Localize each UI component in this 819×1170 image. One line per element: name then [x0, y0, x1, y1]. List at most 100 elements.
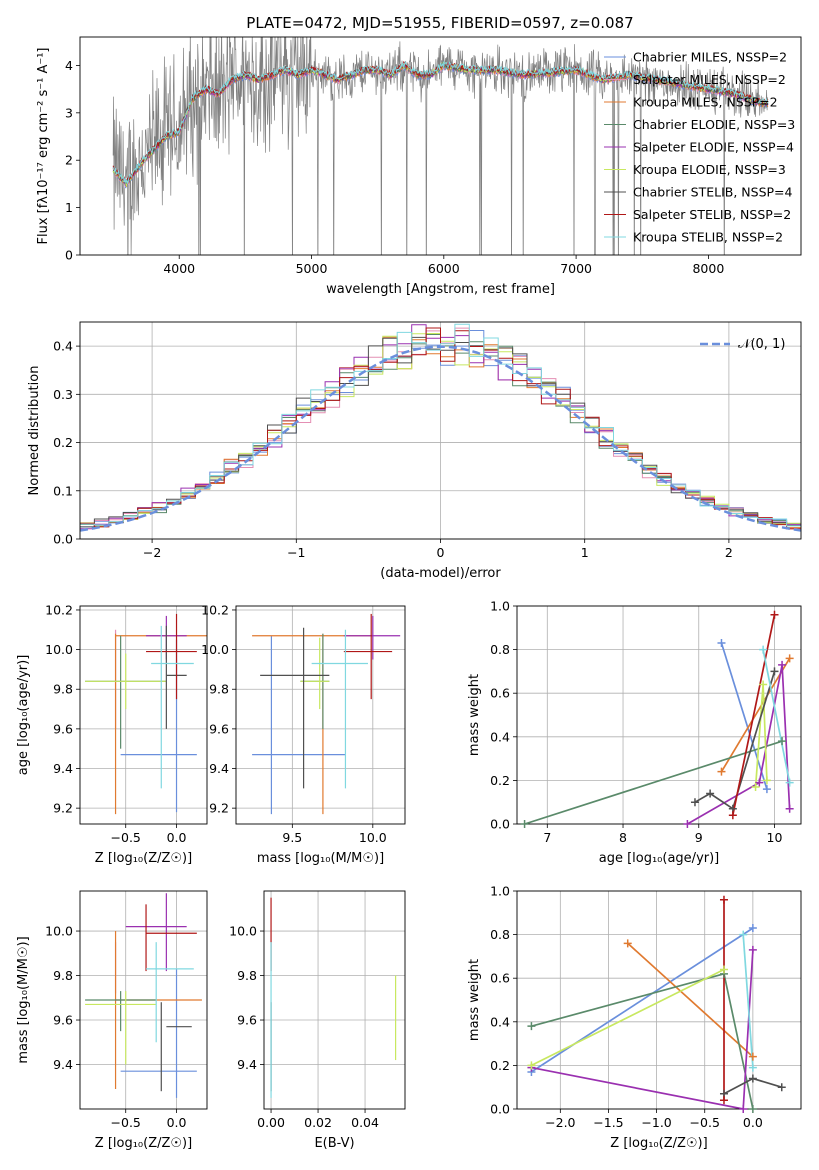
x-tick-label: −1.5	[593, 1115, 623, 1130]
x-tick-label: 0.0	[167, 830, 187, 845]
y-axis-label: mass [log₁₀(M/M☉)]	[16, 936, 31, 1063]
weight-line-salpeter-elodie	[531, 949, 754, 1109]
weight-marker-kroupa-miles	[717, 767, 726, 776]
y-tick-label: 0.6	[490, 971, 510, 986]
y-tick-label: 0.2	[490, 773, 510, 788]
weight-marker-chabrier-miles	[748, 924, 757, 933]
y-axis-label: Flux [fλ10⁻¹⁷ erg cm⁻² s⁻¹ A⁻¹]	[36, 48, 51, 245]
axes-frame	[79, 36, 802, 256]
y-tick-label: 0.0	[490, 1102, 510, 1117]
y-tick-label: 0.0	[490, 817, 510, 832]
y-tick-label: 0.2	[490, 1058, 510, 1073]
y-tick-label: 0.0	[53, 532, 73, 547]
weight-marker-kroupa-elodie	[751, 782, 760, 791]
panel-1: 4000 5000 6000 7000 8000 0 1 2 3 4 wavelength [Ang…	[36, 36, 802, 297]
y-axis-label: mass weight	[467, 674, 482, 756]
y-tick-label: 0.4	[490, 1014, 510, 1029]
axes-frame	[516, 605, 802, 825]
plot-area	[85, 613, 207, 815]
x-tick-label: −1.0	[641, 1115, 671, 1130]
weight-marker-kroupa-miles	[748, 1052, 757, 1061]
x-axis-label: Z [log₁₀(Z/Z☉)]	[610, 1136, 707, 1151]
panel-7: 0.00 0.02 0.04 9.4 9.6 9.8 10.0 E(B-V)	[229, 890, 406, 1151]
weight-marker-kroupa-stelib	[759, 645, 768, 654]
weight-marker-kroupa-stelib	[748, 1063, 757, 1072]
x-tick-label: −0.5	[690, 1115, 720, 1130]
weight-marker-salpeter-stelib	[719, 895, 728, 904]
weight-line-chabrier-miles	[720, 642, 768, 790]
weight-marker-kroupa-miles	[785, 654, 794, 663]
axes-frame	[263, 890, 406, 1110]
legend-label: Chabrier ELODIE, NSSP=3	[633, 117, 795, 132]
weight-marker-chabrier-elodie	[527, 1022, 536, 1031]
y-tick-label: 0.8	[490, 927, 510, 942]
y-tick-label: 0.4	[490, 729, 510, 744]
weight-marker-salpeter-elodie	[778, 660, 787, 669]
x-tick-label: 10	[767, 830, 783, 845]
y-axis-label: mass weight	[467, 959, 482, 1041]
weight-marker-salpeter-stelib	[770, 610, 779, 619]
panel-3: −0.5 0.0 9.2 9.4 9.6 9.8 10.0 10.2 Z [log₁₀(Z/Z☉…	[16, 602, 208, 866]
weight-marker-chabrier-stelib	[706, 789, 715, 798]
y-tick-label: 1.0	[490, 599, 510, 614]
plot-area	[270, 897, 397, 1098]
y-tick-label: 9.8	[209, 682, 229, 697]
y-tick-label: 4	[65, 58, 73, 73]
y-tick-label: 1.0	[490, 884, 510, 899]
weight-marker-kroupa-stelib	[785, 778, 794, 787]
y-tick-label: 3	[65, 105, 73, 120]
x-axis-label: E(B-V)	[314, 1136, 354, 1151]
y-tick-label: 0.2	[53, 435, 73, 450]
y-tick-label: 9.4	[237, 1057, 257, 1072]
weight-marker-chabrier-elodie	[520, 820, 529, 828]
legend-label: Chabrier MILES, NSSP=2	[633, 50, 787, 65]
weight-line-kroupa-stelib	[762, 649, 791, 783]
plot-area	[524, 614, 791, 824]
y-tick-label: 0.6	[490, 686, 510, 701]
x-tick-label: 10.0	[359, 830, 387, 845]
y-tick-label: 9.6	[209, 721, 229, 736]
x-tick-label: −2	[143, 545, 161, 560]
weight-marker-salpeter-elodie	[683, 820, 692, 828]
x-tick-label: 8000	[692, 261, 724, 276]
weight-marker-chabrier-stelib	[690, 798, 699, 807]
weight-marker-kroupa-elodie	[527, 1061, 536, 1070]
x-tick-label: 0.0	[167, 1115, 187, 1130]
plot-area	[85, 893, 202, 1098]
y-tick-label: 10.0	[45, 642, 73, 657]
legend-label: Kroupa ELODIE, NSSP=3	[633, 162, 786, 177]
weight-marker-salpeter-elodie	[785, 804, 794, 813]
panel-2: −2 −1 0 1 2 0.0 0.1 0.2 0.3 0.4 (data-model)/error…	[27, 321, 802, 581]
x-tick-label: 9.5	[282, 830, 302, 845]
x-tick-label: 9	[695, 830, 703, 845]
y-tick-label: 9.4	[53, 1057, 73, 1072]
y-tick-label: 9.2	[53, 801, 73, 816]
y-tick-label: 9.6	[237, 1013, 257, 1028]
x-tick-label: −1	[287, 545, 305, 560]
weight-marker-kroupa-elodie	[759, 680, 768, 689]
x-axis-label: mass [log₁₀(M/M☉)]	[257, 851, 384, 866]
x-tick-label: 6000	[428, 261, 460, 276]
legend-label: Kroupa STELIB, NSSP=2	[633, 230, 783, 245]
y-tick-label: 0.4	[53, 339, 73, 354]
y-tick-label: 9.2	[209, 801, 229, 816]
x-tick-label: 4000	[163, 261, 195, 276]
x-axis-label: (data-model)/error	[380, 566, 501, 581]
x-axis-label: age [log₁₀(age/yr)]	[599, 851, 720, 866]
plot-area	[252, 613, 401, 815]
panel-8: −2.0 −1.5 −1.0 −0.5 0.0 0.0 0.2 0.4 0.6 0.8 1.0 Z […	[467, 884, 802, 1151]
x-tick-label: 0.02	[304, 1115, 332, 1130]
weight-marker-salpeter-elodie	[739, 1105, 748, 1113]
weight-marker-kroupa-stelib	[739, 930, 748, 939]
x-tick-label: 0.00	[257, 1115, 285, 1130]
weight-marker-kroupa-miles	[623, 939, 632, 948]
axes-frame	[516, 890, 802, 1110]
y-tick-label: 0	[65, 248, 73, 263]
axes-frame	[235, 605, 406, 825]
y-tick-label: 0.3	[53, 387, 73, 402]
y-tick-label: 1	[65, 200, 73, 215]
weight-marker-salpeter-stelib	[728, 811, 737, 820]
y-tick-label: 9.8	[237, 968, 257, 983]
weight-line-chabrier-elodie	[524, 740, 783, 824]
